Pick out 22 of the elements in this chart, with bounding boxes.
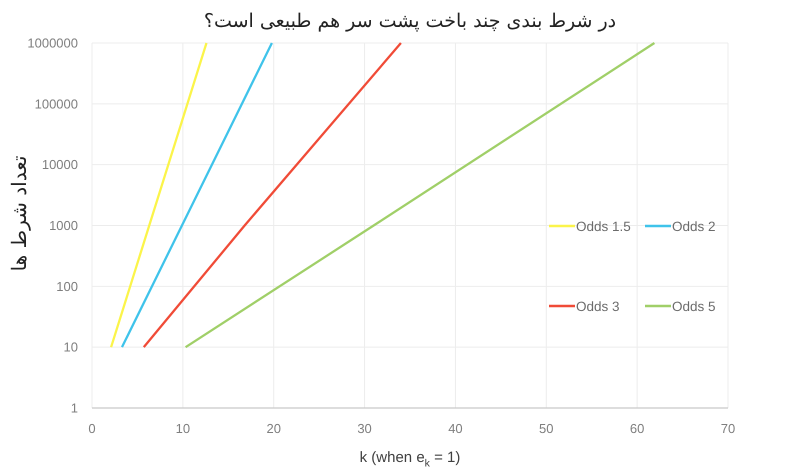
x-tick-label: 0 <box>88 421 96 436</box>
legend-label: Odds 2 <box>672 219 716 234</box>
y-tick-label: 1000 <box>49 218 78 233</box>
y-tick-label: 1 <box>70 400 78 416</box>
legend-label: Odds 3 <box>576 299 620 314</box>
y-axis-title: تعداد شرط ها <box>7 156 31 272</box>
x-tick-label: 10 <box>176 421 190 436</box>
y-tick-label: 1000000 <box>27 36 78 50</box>
x-tick-label: 60 <box>630 421 644 436</box>
y-tick-label: 100000 <box>34 96 78 112</box>
x-tick-label: 40 <box>448 421 463 436</box>
y-tick-label: 100 <box>56 278 78 294</box>
x-tick-label: 70 <box>720 421 736 436</box>
x-tick-label: 30 <box>357 421 372 436</box>
y-tick-label: 10 <box>64 340 78 355</box>
chart-title: در شرط بندی چند باخت پشت سر هم طبیعی است؟ <box>204 10 616 32</box>
legend-label: Odds 1.5 <box>576 219 631 234</box>
x-axis-title: k (when e$_{k}$ = 1) <box>360 449 460 470</box>
x-tick-label: 50 <box>539 421 554 436</box>
y-tick-label: 10000 <box>42 157 78 172</box>
x-tick-label: 20 <box>266 421 281 436</box>
legend-label: Odds 5 <box>672 299 716 314</box>
